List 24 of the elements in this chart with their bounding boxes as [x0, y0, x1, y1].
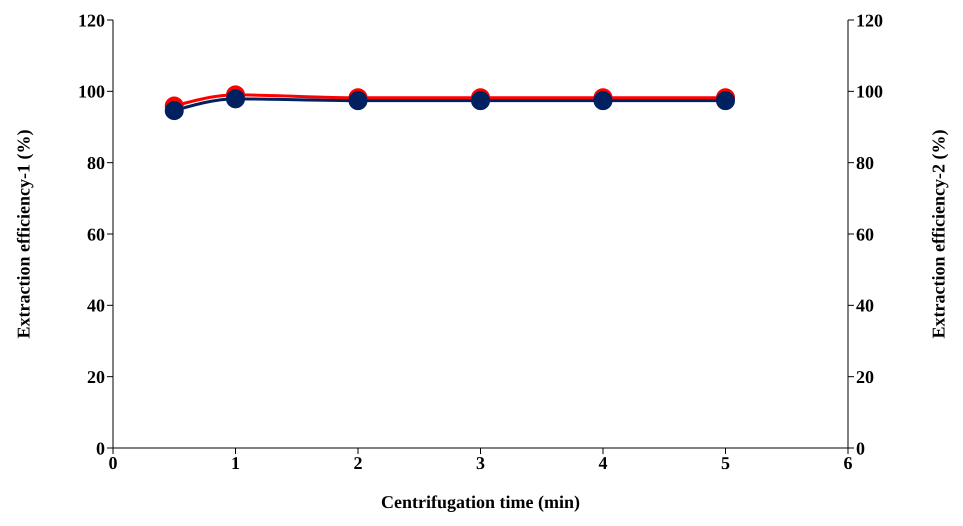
y-tick-label: 80 [87, 153, 105, 174]
y-tick-label: 20 [87, 367, 105, 388]
x-tick-label: 4 [598, 452, 608, 473]
y2-tick-label: 20 [856, 367, 874, 388]
x-tick-label: 6 [844, 452, 852, 473]
y2-tick-label: 40 [856, 296, 874, 316]
y2-tick-label: 0 [856, 438, 865, 458]
y-tick-label: 120 [78, 10, 105, 30]
x-tick-label: 5 [721, 452, 730, 473]
y2-tick-label: 100 [856, 82, 883, 102]
x-axis-title: Centrifugation time (min) [381, 492, 580, 512]
x-tick-label: 1 [231, 452, 240, 473]
y2-tick-label: 80 [856, 153, 874, 174]
y2-tick-label: 120 [856, 10, 883, 30]
y-tick-label: 100 [78, 82, 105, 102]
y-tick-label: 40 [87, 296, 105, 316]
y2-tick-label: 60 [856, 224, 874, 244]
x-tick-label: 0 [108, 452, 118, 473]
y2-axis-title: Extraction efficiency-2 (%) [928, 130, 948, 338]
y-tick-label: 60 [87, 224, 105, 244]
x-tick-label: 2 [354, 452, 362, 473]
y-tick-label: 0 [96, 438, 105, 458]
x-tick-label: 3 [476, 452, 485, 473]
y-axis-title: Extraction efficiency-1 (%) [13, 130, 34, 338]
